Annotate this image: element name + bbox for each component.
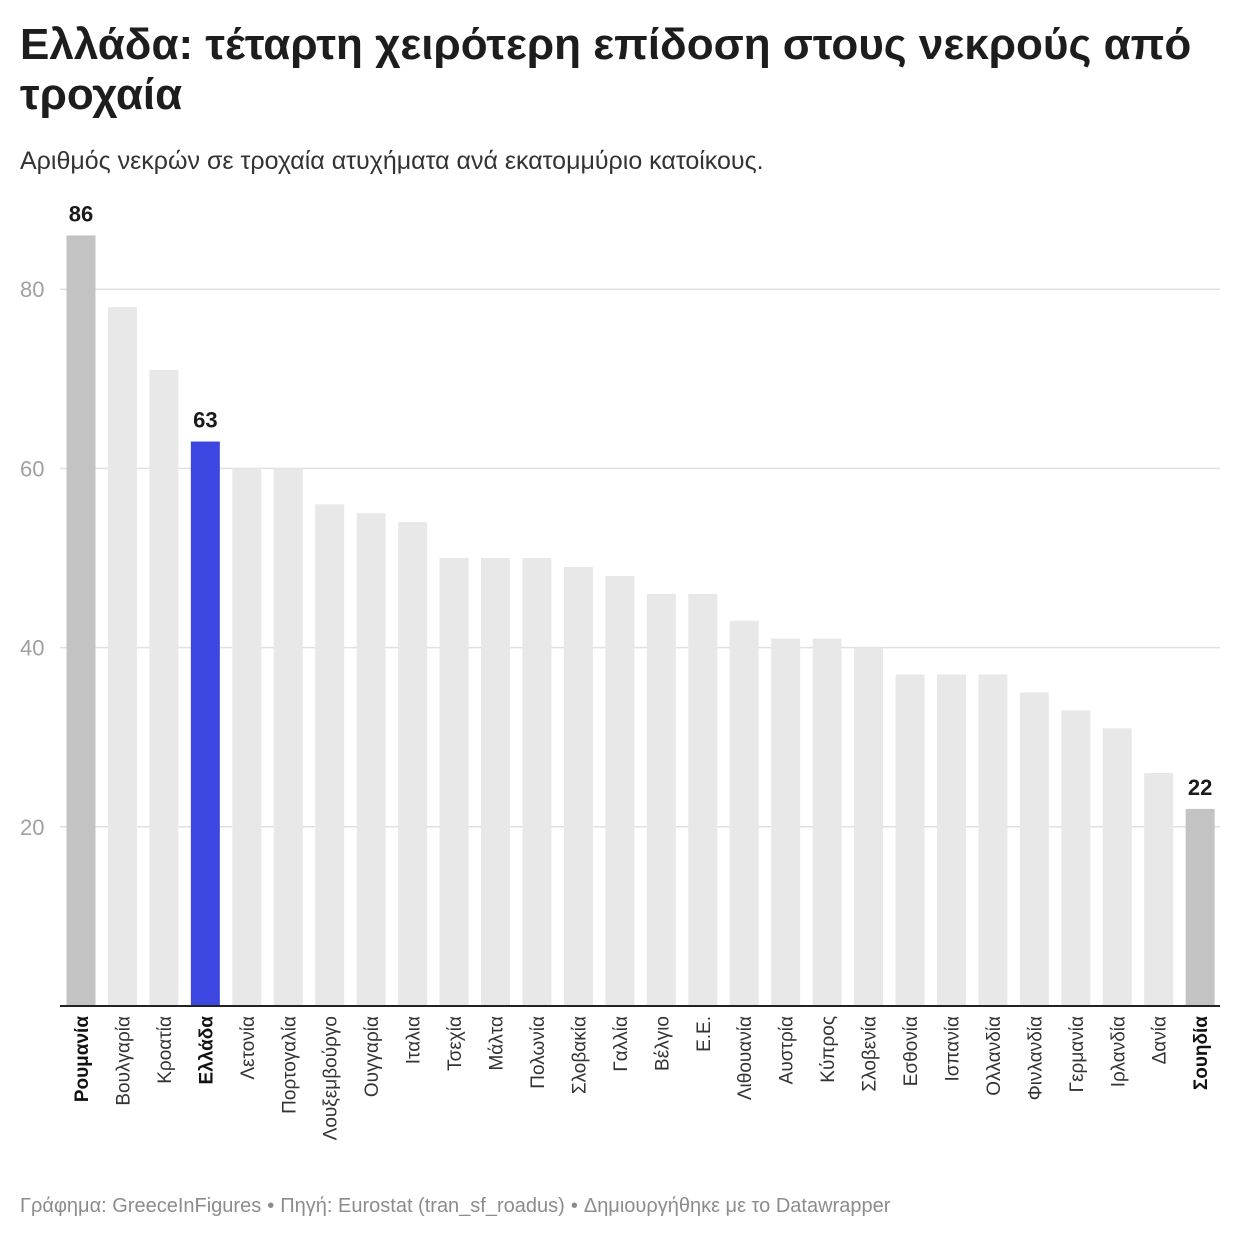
bar bbox=[812, 638, 842, 1006]
bar bbox=[854, 647, 884, 1006]
bar bbox=[1185, 808, 1215, 1006]
bar bbox=[66, 235, 96, 1006]
y-tick-label: 60 bbox=[20, 456, 44, 481]
bar bbox=[190, 441, 220, 1006]
x-tick-label: Σλοβακία bbox=[569, 1016, 590, 1094]
x-tick-label: Σουηδία bbox=[1191, 1016, 1212, 1090]
bar bbox=[232, 468, 262, 1006]
x-tick-label: Κροατία bbox=[155, 1016, 176, 1084]
bar bbox=[895, 674, 925, 1006]
bar bbox=[978, 674, 1008, 1006]
data-label: 86 bbox=[69, 201, 93, 226]
x-tick-label: Πολωνία bbox=[528, 1016, 549, 1089]
x-tick-label: Λουξεμβούργο bbox=[321, 1016, 342, 1140]
chart-title: Ελλάδα: τέταρτη χειρότερη επίδοση στους … bbox=[20, 20, 1192, 119]
footer-tool-credit: Δημιουργήθηκε με το Datawrapper bbox=[583, 1195, 891, 1217]
x-tick-label: Δανία bbox=[1150, 1016, 1171, 1064]
footer-graphic-credit: Γράφημα: GreeceInFigures bbox=[20, 1195, 262, 1217]
x-tick-label: Σλοβενία bbox=[860, 1016, 881, 1092]
x-tick-label: Ιρλανδία bbox=[1108, 1016, 1129, 1087]
bar bbox=[481, 558, 510, 1006]
x-tick-label: Φινλανδία bbox=[1025, 1016, 1046, 1100]
x-tick-label: Ε.Ε. bbox=[694, 1016, 715, 1052]
bar bbox=[107, 307, 137, 1006]
x-tick-label: Γαλλία bbox=[611, 1016, 632, 1072]
chart-subtitle: Αριθμός νεκρών σε τροχαία ατυχήματα ανά … bbox=[20, 147, 764, 175]
chart-footer: Γράφημα: GreeceInFigures • Πηγή: Eurostat … bbox=[20, 1194, 890, 1218]
x-tick-label: Ουγγαρία bbox=[362, 1016, 383, 1097]
data-label: 22 bbox=[1188, 775, 1212, 800]
bar bbox=[398, 522, 428, 1006]
x-tick-label: Εσθονία bbox=[901, 1016, 922, 1086]
footer-source: Πηγή: Eurostat (tran_sf_roadus) bbox=[280, 1195, 565, 1217]
footer-separator: • bbox=[267, 1195, 275, 1217]
bar bbox=[315, 504, 345, 1006]
bar bbox=[1102, 728, 1132, 1006]
x-tick-label: Ελλάδα bbox=[196, 1016, 217, 1085]
y-tick-label: 20 bbox=[20, 815, 44, 840]
x-tick-label: Βέλγιο bbox=[652, 1016, 673, 1071]
bar bbox=[1144, 773, 1174, 1006]
x-tick-label: Μάλτα bbox=[487, 1016, 508, 1071]
footer-separator: • bbox=[570, 1195, 578, 1217]
bar bbox=[563, 566, 593, 1006]
x-tick-label: Ρουμανία bbox=[72, 1016, 93, 1102]
x-tick-label: Ιταλια bbox=[404, 1016, 425, 1064]
x-tick-label: Λιθουανία bbox=[735, 1016, 756, 1100]
x-tick-label: Λετονία bbox=[238, 1016, 259, 1080]
bar bbox=[149, 369, 179, 1007]
bar bbox=[522, 558, 552, 1006]
y-tick-label: 80 bbox=[20, 277, 44, 302]
bar bbox=[356, 513, 386, 1006]
x-tick-label: Βουλγαρία bbox=[113, 1016, 134, 1106]
x-tick-label: Πορτογαλία bbox=[279, 1016, 300, 1114]
data-label: 63 bbox=[193, 408, 217, 433]
bar bbox=[936, 674, 966, 1006]
y-tick-label: 40 bbox=[20, 636, 44, 661]
bar bbox=[771, 638, 801, 1006]
bar bbox=[1061, 710, 1091, 1006]
bar bbox=[646, 593, 676, 1006]
x-tick-label: Αυστρία bbox=[777, 1016, 798, 1084]
bar bbox=[273, 468, 303, 1006]
x-tick-label: Τσεχία bbox=[445, 1016, 466, 1071]
bar bbox=[729, 620, 759, 1006]
bar bbox=[439, 558, 469, 1006]
x-tick-label: Γερμανία bbox=[1067, 1016, 1088, 1092]
bar bbox=[605, 575, 635, 1006]
bar bbox=[688, 593, 718, 1006]
bar bbox=[1019, 692, 1049, 1006]
x-tick-label: Κύπρος bbox=[818, 1016, 839, 1083]
x-tick-label: Ισπανία bbox=[942, 1016, 963, 1082]
x-tick-label: Ολλανδία bbox=[984, 1016, 1005, 1096]
